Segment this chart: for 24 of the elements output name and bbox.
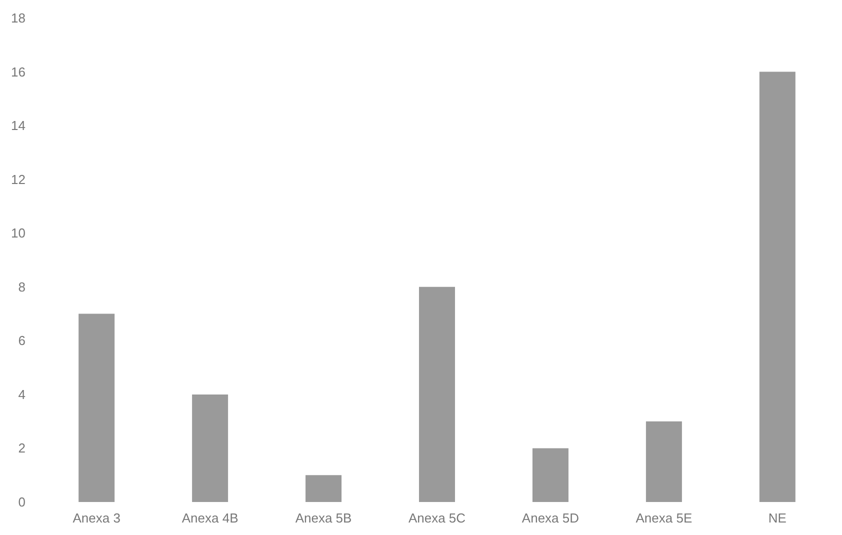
y-tick-label: 14 bbox=[11, 118, 26, 134]
x-tick-label: Anexa 5E bbox=[636, 510, 692, 526]
bar bbox=[646, 421, 682, 502]
y-tick-label: 18 bbox=[11, 10, 26, 26]
x-tick-label: NE bbox=[768, 510, 787, 526]
y-tick-label: 10 bbox=[11, 226, 26, 241]
bar bbox=[78, 314, 115, 502]
y-tick-label: 8 bbox=[18, 279, 26, 294]
y-tick-label: 0 bbox=[18, 494, 26, 510]
y-tick-label: 4 bbox=[18, 386, 26, 402]
y-tick-label: 2 bbox=[18, 440, 26, 456]
bar bbox=[419, 286, 455, 502]
y-tick-label: 16 bbox=[11, 64, 26, 80]
x-tick-label: Anexa 5C bbox=[408, 510, 466, 526]
x-tick-label: Anexa 3 bbox=[72, 510, 120, 526]
x-tick-label: Anexa 5D bbox=[522, 510, 580, 526]
bar bbox=[192, 394, 228, 502]
bar bbox=[532, 448, 568, 502]
bar bbox=[759, 72, 796, 502]
x-tick-label: Anexa 4B bbox=[182, 510, 238, 526]
y-tick-label: 6 bbox=[18, 333, 26, 348]
bar bbox=[306, 475, 342, 502]
y-tick-label: 12 bbox=[11, 172, 26, 187]
x-tick-label: Anexa 5B bbox=[295, 510, 352, 526]
